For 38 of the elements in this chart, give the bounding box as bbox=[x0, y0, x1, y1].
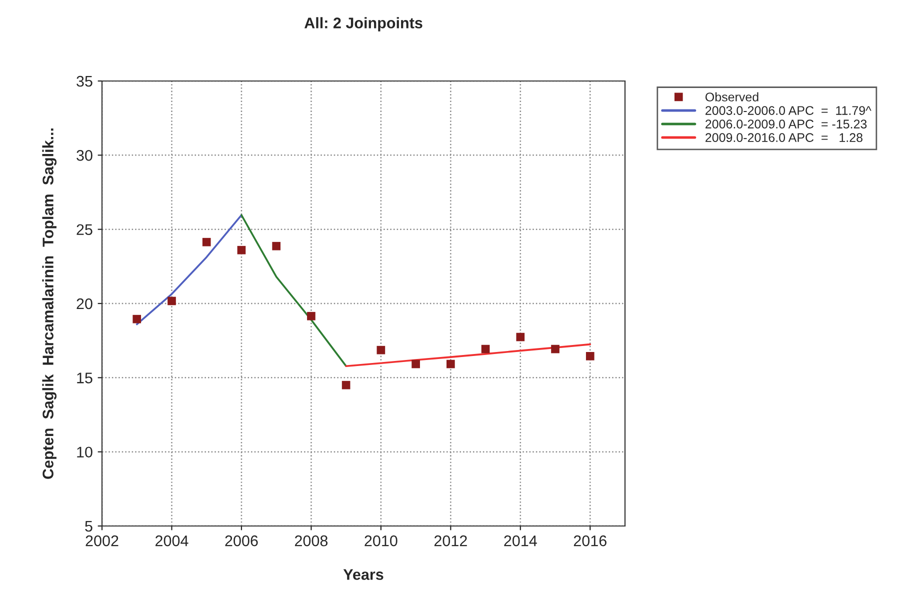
y-tick-label: 25 bbox=[76, 224, 92, 236]
point bbox=[376, 346, 386, 354]
y-tick-label: 15 bbox=[77, 372, 92, 384]
x-tick-label: 2010 bbox=[364, 535, 398, 546]
point bbox=[202, 238, 211, 246]
x-tick-label: 2014 bbox=[504, 535, 537, 546]
y-tick-label: 10 bbox=[77, 446, 92, 458]
legend-label: 2006.0-2009.0 APC = -15.23 bbox=[706, 120, 867, 128]
legend-label: Observed bbox=[705, 92, 758, 102]
point bbox=[481, 344, 490, 354]
legend-label: 2003.0-2006.0 APC = 11.79^ bbox=[706, 106, 872, 115]
point bbox=[412, 360, 420, 368]
point bbox=[551, 344, 560, 354]
y-tick-label: 30 bbox=[76, 150, 92, 161]
x-axis-title: Years bbox=[343, 569, 384, 580]
point bbox=[586, 352, 594, 360]
point bbox=[516, 332, 525, 342]
chart-title: All: 2 Joinpoints bbox=[304, 17, 422, 32]
x-tick-label: 2006 bbox=[225, 535, 258, 546]
y-tick-label: 20 bbox=[76, 298, 92, 310]
point bbox=[342, 380, 350, 390]
y-tick-label: 5 bbox=[85, 521, 92, 532]
point bbox=[132, 314, 142, 324]
point bbox=[307, 312, 316, 320]
y-tick-label: 35 bbox=[76, 76, 92, 87]
legend-label: 2009.0-2016.0 APC = 1.28 bbox=[706, 133, 862, 142]
point bbox=[446, 360, 455, 368]
point bbox=[272, 242, 280, 250]
line-series bbox=[345, 343, 592, 367]
x-tick-label: 2016 bbox=[574, 535, 606, 546]
x-tick-label: 2012 bbox=[434, 535, 467, 546]
x-tick-label: 2008 bbox=[294, 535, 328, 546]
point bbox=[168, 296, 176, 306]
x-tick-label: 2002 bbox=[86, 535, 118, 546]
point bbox=[237, 246, 246, 254]
line-series bbox=[240, 214, 347, 367]
x-tick-label: 2004 bbox=[156, 535, 188, 546]
y-axis-title: Cepten Saglik Harcamalarinin Toplam Saglik... bbox=[42, 128, 57, 479]
